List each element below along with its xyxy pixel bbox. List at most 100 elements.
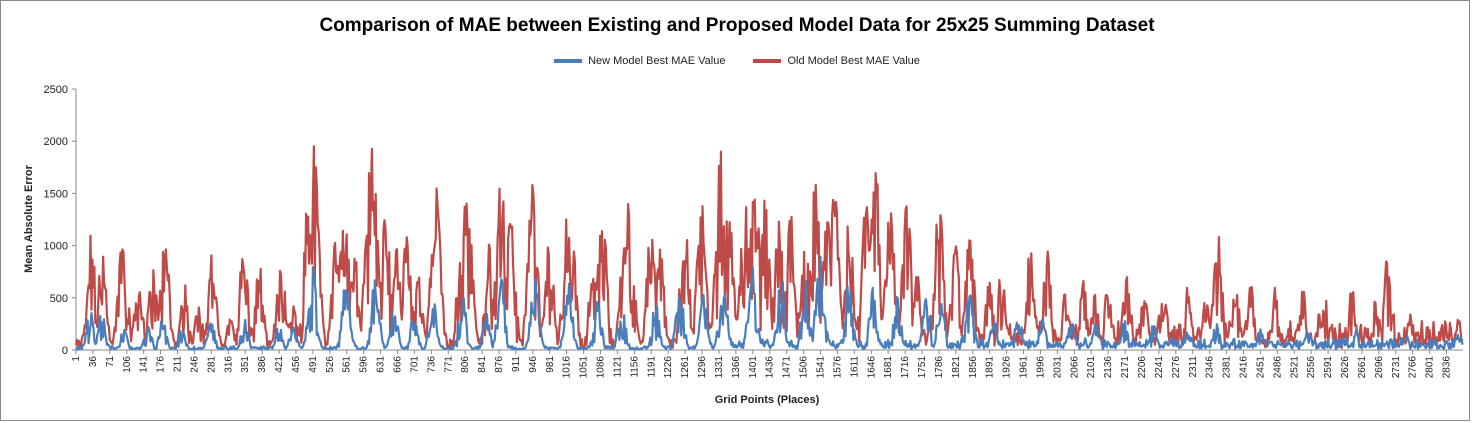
x-tick-label: 701	[409, 356, 420, 373]
x-tick-label: 456	[291, 356, 302, 373]
x-tick-label: 2136	[1103, 356, 1114, 379]
x-tick-label: 2801	[1425, 356, 1436, 379]
x-tick-label: 1051	[579, 356, 590, 379]
x-tick-label: 561	[342, 356, 353, 373]
x-tick-label: 2731	[1391, 356, 1402, 379]
legend-swatch-old-model	[753, 59, 782, 63]
x-tick-label: 2626	[1340, 356, 1351, 379]
x-tick-label: 176	[156, 356, 167, 373]
x-tick-label: 1156	[629, 356, 640, 378]
x-tick-label: 1856	[968, 356, 979, 379]
x-tick-label: 316	[223, 356, 234, 373]
x-tick-label: 2346	[1205, 356, 1216, 379]
x-tick-label: 1996	[1035, 356, 1046, 379]
x-tick-label: 1	[71, 356, 82, 362]
x-tick-label: 1786	[934, 356, 945, 379]
x-tick-label: 806	[460, 356, 471, 373]
x-tick-label: 2171	[1120, 356, 1131, 379]
x-tick-label: 946	[528, 356, 539, 373]
x-tick-label: 876	[494, 356, 505, 373]
x-tick-label: 666	[392, 356, 403, 373]
chart-legend: New Model Best MAE Value Old Model Best …	[1, 55, 1472, 67]
x-tick-label: 2661	[1357, 356, 1368, 379]
y-tick-label: 2000	[44, 136, 68, 148]
y-tick-label: 1500	[44, 188, 68, 200]
x-tick-label: 1401	[748, 356, 759, 379]
x-tick-label: 211	[173, 356, 184, 372]
x-tick-label: 351	[240, 356, 251, 373]
x-tick-label: 2451	[1255, 356, 1266, 379]
x-tick-label: 1891	[985, 356, 996, 379]
chart-title: Comparison of MAE between Existing and P…	[319, 15, 1155, 36]
x-tick-label: 2311	[1188, 356, 1199, 378]
x-axis-label: Grid Points (Places)	[715, 394, 820, 406]
x-tick-label: 1716	[900, 356, 911, 379]
x-tick-label: 386	[257, 356, 268, 373]
x-tick-label: 631	[376, 356, 387, 373]
x-tick-label: 1541	[816, 356, 827, 379]
legend-swatch-new-model	[554, 59, 583, 63]
x-tick-label: 1821	[951, 356, 962, 379]
x-tick-label: 2591	[1323, 356, 1334, 379]
x-tick-label: 841	[477, 356, 488, 373]
series-line-old-model	[74, 145, 1464, 350]
x-tick-label: 2066	[1069, 356, 1080, 379]
x-tick-label: 1646	[866, 356, 877, 379]
legend-item-old-model: Old Model Best MAE Value	[753, 55, 920, 67]
x-tick-label: 1751	[917, 356, 928, 379]
x-tick-label: 2766	[1408, 356, 1419, 379]
x-tick-label: 71	[105, 356, 116, 368]
x-tick-label: 36	[88, 356, 99, 368]
y-tick-label: 2500	[44, 84, 68, 96]
x-tick-label: 1436	[765, 356, 776, 379]
series-layer	[74, 145, 1464, 351]
x-tick-label: 2276	[1171, 356, 1182, 379]
y-axis-label: Mean Absolute Error	[23, 164, 35, 272]
x-tick-label: 596	[359, 356, 370, 373]
x-tick-label: 141	[139, 356, 150, 373]
x-tick-label: 526	[325, 356, 336, 373]
y-tick-label: 1000	[44, 241, 68, 253]
x-tick-label: 246	[189, 356, 200, 373]
x-tick-label: 1121	[612, 356, 623, 378]
x-tick-label: 1611	[849, 356, 860, 378]
legend-label-new-model: New Model Best MAE Value	[588, 55, 726, 67]
x-tick-label: 981	[545, 356, 556, 373]
x-tick-label: 771	[443, 356, 454, 373]
legend-item-new-model: New Model Best MAE Value	[554, 55, 725, 67]
x-tick-label: 2031	[1052, 356, 1063, 379]
x-tick-label: 2206	[1137, 356, 1148, 379]
legend-label-old-model: Old Model Best MAE Value	[787, 55, 920, 67]
series-line-new-model	[75, 255, 1464, 351]
x-tick-label: 2101	[1086, 356, 1097, 379]
x-tick-label: 1226	[663, 356, 674, 379]
y-tick-label: 0	[62, 345, 68, 357]
x-tick-label: 281	[206, 356, 217, 373]
x-tick-label: 1016	[562, 356, 573, 379]
x-tick-label: 1366	[731, 356, 742, 379]
x-tick-label: 2416	[1239, 356, 1250, 379]
x-tick-label: 1926	[1002, 356, 1013, 379]
x-tick-label: 1296	[697, 356, 708, 379]
x-tick-label: 736	[426, 356, 437, 373]
x-tick-label: 1471	[782, 356, 793, 379]
x-tick-label: 1506	[799, 356, 810, 379]
x-tick-label: 1261	[680, 356, 691, 379]
x-tick-label: 1086	[596, 356, 607, 379]
x-tick-label: 1331	[714, 356, 725, 379]
x-tick-label: 2556	[1306, 356, 1317, 379]
y-tick-label: 500	[50, 293, 68, 305]
x-tick-label: 2241	[1154, 356, 1165, 379]
x-tick-label: 1191	[646, 356, 657, 378]
x-tick-label: 2381	[1222, 356, 1233, 379]
axes-group: 0 500 1000 1500 2000 2500 1 36 71 106 141 176 211 246…	[44, 84, 1463, 378]
x-tick-label: 1961	[1019, 356, 1030, 379]
x-tick-label: 421	[274, 356, 285, 373]
x-tick-label: 491	[308, 356, 319, 373]
x-tick-label: 911	[511, 356, 522, 372]
x-tick-label: 106	[122, 356, 133, 373]
x-tick-label: 2486	[1272, 356, 1283, 379]
x-tick-label: 2836	[1442, 356, 1453, 379]
